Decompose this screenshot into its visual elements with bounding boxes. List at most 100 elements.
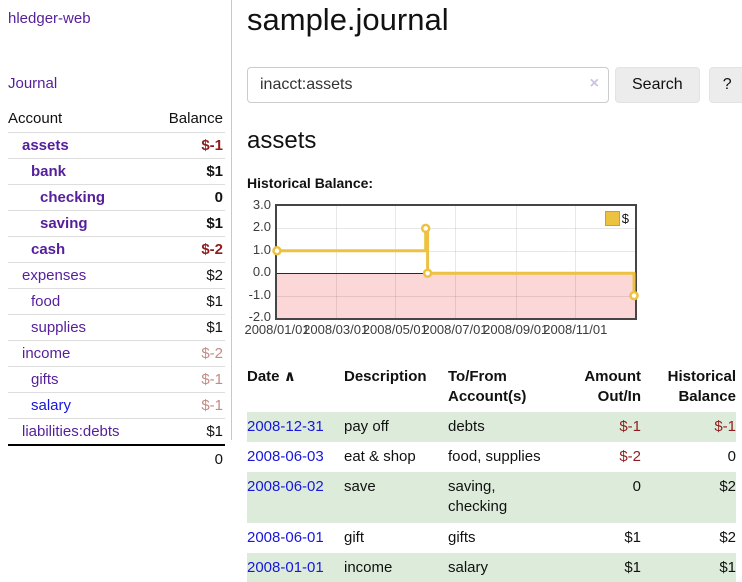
account-heading: assets: [247, 127, 317, 154]
account-name-cell: liabilities:debts: [8, 418, 154, 446]
chart-negative-region: [277, 273, 635, 318]
register-date-cell: 2008-06-02: [247, 472, 344, 523]
account-link[interactable]: checking: [40, 189, 106, 206]
x-axis-tick-label: 2008/09/01: [483, 322, 549, 337]
register-balance: 0: [727, 447, 736, 465]
register-accounts: salary: [448, 558, 489, 576]
account-balance: $1: [153, 288, 225, 315]
account-link[interactable]: income: [22, 345, 71, 362]
accounts-header-balance: Balance: [153, 106, 225, 133]
account-link[interactable]: liabilities:debts: [22, 423, 120, 440]
clear-search-icon[interactable]: ×: [589, 75, 599, 92]
register-amount: 0: [632, 478, 641, 495]
account-row: supplies $1: [8, 314, 225, 341]
y-axis-tick-label: -2.0: [248, 309, 271, 324]
accounts-header-account: Account: [8, 106, 154, 133]
account-balance: $-2: [153, 236, 225, 263]
account-balance: $1: [153, 210, 225, 237]
register-row[interactable]: 2008-12-31 pay off debts $-1 $-1: [247, 411, 736, 442]
account-balance: $-1: [153, 366, 225, 393]
account-link[interactable]: bank: [31, 163, 67, 180]
journal-link[interactable]: Journal: [8, 75, 58, 92]
register-accounts: gifts: [448, 528, 476, 546]
account-row: bank $1: [8, 158, 225, 185]
account-name-cell: salary: [8, 392, 154, 419]
main-content: sample.journal × Search ? assets Histori…: [232, 0, 742, 582]
data-point-marker[interactable]: [629, 290, 639, 301]
account-name-cell: bank: [8, 158, 154, 185]
register-table: Date ∧ Description To/From Account(s) Am…: [247, 363, 736, 582]
account-link[interactable]: cash: [31, 241, 66, 258]
account-balance: $-2: [153, 340, 225, 367]
register-header-accounts: To/From Account(s): [448, 368, 527, 406]
account-row: checking 0: [8, 184, 225, 211]
register-date-cell: 2008-06-01: [247, 523, 344, 553]
register-row[interactable]: 2008-01-01 income salary $1 $1: [247, 552, 736, 582]
data-point-marker[interactable]: [272, 246, 282, 256]
transaction-date-link[interactable]: 2008-06-02: [247, 478, 324, 495]
gridline-vertical: [335, 206, 337, 318]
x-axis-tick-label: 2008/11/01: [543, 322, 608, 337]
balance-line-series: [272, 223, 639, 301]
transaction-date-link[interactable]: 2008-12-31: [247, 417, 324, 435]
register-amount: $1: [624, 558, 641, 576]
register-balance: $2: [719, 478, 736, 495]
accounts-table: Account Balance assets $-1 bank $1 checking 0…: [8, 106, 225, 472]
account-link[interactable]: supplies: [31, 319, 87, 336]
x-axis-tick-label: 2008/07/01: [422, 322, 488, 337]
register-row[interactable]: 2008-06-03 eat & shop food, supplies $-2 0: [247, 442, 736, 472]
register-description: gift: [344, 528, 365, 546]
gridline-vertical: [575, 206, 577, 318]
account-link[interactable]: salary: [31, 397, 72, 414]
account-link[interactable]: saving: [40, 215, 88, 232]
account-row: cash $-2: [8, 236, 225, 263]
register-description: income: [344, 558, 393, 576]
account-link[interactable]: expenses: [22, 267, 87, 284]
gridline-vertical: [455, 206, 457, 318]
chart-title: Historical Balance:: [247, 175, 374, 191]
help-button[interactable]: ?: [708, 67, 742, 103]
account-link[interactable]: gifts: [31, 371, 59, 388]
register-balance: $-1: [714, 417, 736, 435]
legend-label: $: [621, 211, 629, 226]
register-accounts: debts: [448, 417, 485, 435]
y-axis-tick-label: -1.0: [248, 286, 271, 302]
accounts-total-row: 0: [8, 444, 225, 472]
gridline-horizontal: [277, 250, 635, 252]
historical-balance-chart[interactable]: $3.0 2.0 1.0 0.0 -1.0 -2.0 2008/01/01 2008/03/0…: [244, 197, 742, 341]
gridline-horizontal: [277, 295, 635, 297]
app-title[interactable]: hledger-web: [8, 10, 91, 27]
transaction-date-link[interactable]: 2008-06-03: [247, 447, 324, 465]
register-row[interactable]: 2008-06-01 gift gifts $1 $2: [247, 523, 736, 553]
account-name-cell: expenses: [8, 262, 154, 289]
accounts-total-value: 0: [153, 444, 225, 472]
register-accounts: saving, checking: [448, 478, 508, 516]
data-point-marker[interactable]: [420, 223, 431, 234]
data-point-marker[interactable]: [422, 268, 433, 278]
register-header-date[interactable]: Date ∧: [247, 363, 344, 412]
register-date-cell: 2008-06-03: [247, 442, 344, 472]
search-input[interactable]: [247, 67, 609, 103]
account-row: saving $1: [8, 210, 225, 237]
register-row[interactable]: 2008-06-02 save saving, checking 0 $2: [247, 472, 736, 523]
gridline-vertical: [515, 206, 517, 318]
register-amount: $-1: [619, 417, 641, 435]
register-description: pay off: [344, 417, 389, 435]
account-link[interactable]: food: [31, 293, 61, 310]
search-input-wrap: ×: [247, 67, 609, 103]
account-link[interactable]: assets: [22, 137, 69, 154]
account-row: liabilities:debts $1: [8, 418, 225, 446]
register-date-cell: 2008-12-31: [247, 412, 344, 442]
y-axis-tick-label: 1.0: [252, 241, 271, 257]
account-balance: $1: [153, 314, 225, 341]
register-description: eat & shop: [344, 447, 416, 465]
transaction-date-link[interactable]: 2008-01-01: [247, 558, 324, 576]
account-row: income $-2: [8, 340, 225, 367]
transaction-date-link[interactable]: 2008-06-01: [247, 528, 324, 546]
account-row: assets $-1: [8, 132, 225, 159]
y-axis-tick-label: 3.0: [252, 197, 271, 212]
account-name-cell: assets: [8, 132, 154, 159]
account-row: salary $-1: [8, 392, 225, 419]
search-button[interactable]: Search: [615, 67, 700, 103]
